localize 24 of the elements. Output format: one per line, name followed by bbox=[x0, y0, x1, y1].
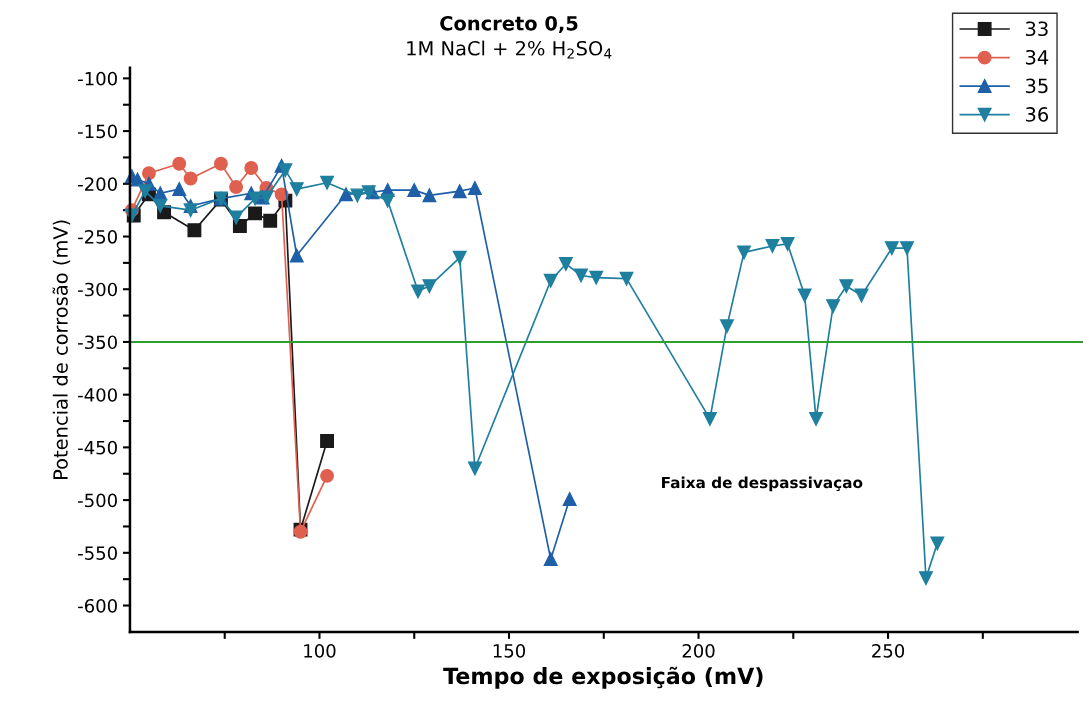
y-tick-label: -550 bbox=[78, 546, 117, 560]
y-axis-title: Potencial de corrosão (mV) bbox=[52, 220, 71, 480]
y-tick-label: -200 bbox=[78, 177, 117, 191]
annotation: Faixa de despassivaçao bbox=[662, 476, 863, 492]
legend-label: 33 bbox=[1025, 21, 1048, 37]
y-tick-label: -400 bbox=[78, 388, 117, 402]
x-tick-label: 250 bbox=[872, 644, 905, 658]
x-axis-title: Tempo de exposição (mV) bbox=[443, 666, 763, 689]
y-tick-label: -450 bbox=[78, 440, 117, 455]
y-tick-label: -300 bbox=[78, 282, 117, 297]
legend-label: 35 bbox=[1025, 78, 1048, 94]
x-tick-label: 150 bbox=[493, 644, 526, 658]
y-tick-label: -600 bbox=[78, 598, 117, 613]
chart-title: Concreto 0,5 bbox=[440, 15, 578, 34]
y-tick-label: -150 bbox=[78, 124, 117, 139]
x-tick-label: 100 bbox=[304, 644, 336, 658]
legend-label: 34 bbox=[1025, 49, 1049, 65]
chart-subtitle: 1M NaCl + 2% H$_{2}$SO$_{4}$ bbox=[407, 40, 612, 59]
y-tick-label: -350 bbox=[78, 335, 117, 350]
y-tick-label: -100 bbox=[78, 71, 117, 86]
y-tick-label: -500 bbox=[78, 493, 117, 508]
x-tick-label: 200 bbox=[682, 644, 715, 658]
legend-label: 36 bbox=[1025, 107, 1049, 122]
y-tick-label: -250 bbox=[78, 229, 117, 244]
